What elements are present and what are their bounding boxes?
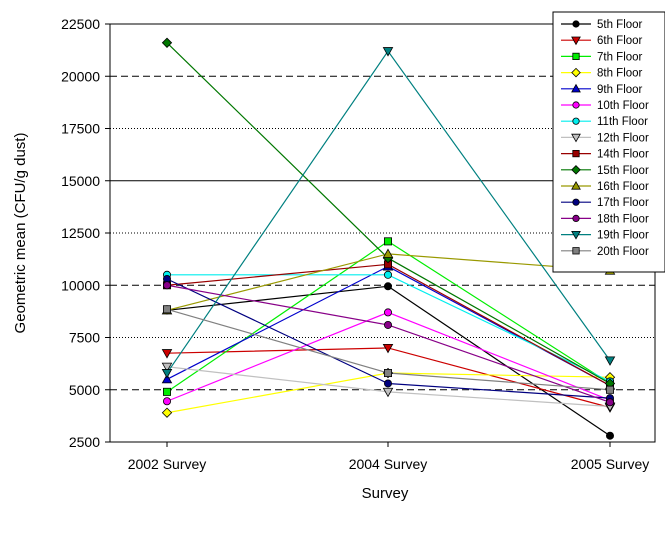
- y-tick-label: 10000: [61, 277, 100, 293]
- legend-label: 16th Floor: [597, 181, 649, 193]
- legend-label: 11th Floor: [597, 116, 648, 128]
- data-point: [383, 282, 392, 291]
- series-line: [166, 42, 611, 385]
- data-point: [383, 270, 392, 279]
- data-point: [383, 379, 392, 388]
- x-tick-label: 2005 Survey: [571, 456, 650, 472]
- legend-marker: [571, 36, 581, 46]
- legend-marker: [572, 247, 580, 255]
- y-tick-label: 17500: [61, 121, 100, 137]
- legend-label: 15th Floor: [597, 165, 649, 177]
- y-tick-label: 2500: [69, 434, 100, 450]
- data-point: [383, 308, 392, 317]
- legend-marker: [571, 165, 581, 175]
- data-point: [162, 397, 171, 406]
- y-tick-label: 7500: [69, 330, 100, 346]
- data-point: [162, 281, 171, 290]
- data-point: [382, 387, 394, 398]
- legend: 5th Floor 6th Floor 7th Floor 8th Floor 9th …: [552, 11, 665, 273]
- legend-marker: [572, 52, 580, 61]
- data-point: [606, 385, 615, 394]
- legend-marker: [571, 133, 581, 143]
- y-tick-label: 12500: [61, 225, 100, 241]
- x-tick-label: 2004 Survey: [349, 456, 428, 472]
- data-point: [161, 369, 173, 379]
- legend-marker: [572, 214, 580, 222]
- x-tick-label: 2002 Survey: [128, 456, 207, 472]
- legend-marker: [572, 117, 580, 125]
- data-point: [382, 248, 394, 258]
- data-point: [604, 356, 616, 366]
- series-markers: [161, 37, 616, 440]
- data-point: [162, 387, 171, 396]
- y-axis-title: Geometric mean (CFU/g dust): [12, 133, 29, 334]
- legend-marker: [571, 83, 581, 93]
- legend-label: 10th Floor: [597, 100, 649, 112]
- data-point: [383, 237, 392, 246]
- legend-label: 9th Floor: [597, 84, 643, 96]
- legend-label: 12th Floor: [597, 132, 649, 144]
- x-axis-title: Survey: [362, 485, 409, 502]
- data-point: [161, 362, 173, 373]
- legend-label: 19th Floor: [597, 230, 649, 242]
- data-point: [161, 407, 173, 418]
- data-point: [161, 37, 173, 48]
- legend-marker: [571, 230, 581, 240]
- y-axis: 2500 5000 7500 10000 12500 15000 17500 20000 225…: [61, 16, 110, 450]
- legend-marker: [572, 20, 580, 28]
- data-point: [383, 320, 392, 329]
- legend-label: 18th Floor: [597, 213, 649, 225]
- legend-label: 8th Floor: [597, 68, 643, 80]
- y-tick-label: 22500: [61, 16, 100, 32]
- y-tick-label: 20000: [61, 68, 100, 84]
- legend-marker: [572, 101, 580, 109]
- legend-label: 5th Floor: [597, 19, 643, 31]
- y-tick-label: 15000: [61, 173, 100, 189]
- legend-marker: [571, 180, 581, 190]
- legend-label: 17th Floor: [597, 197, 649, 209]
- data-point: [382, 343, 394, 354]
- legend-box: [552, 11, 665, 273]
- legend-label: 7th Floor: [597, 51, 643, 63]
- data-point: [161, 373, 173, 384]
- series-line: [166, 347, 611, 409]
- data-point: [382, 47, 394, 57]
- legend-label: 20th Floor: [597, 246, 649, 258]
- legend-marker: [572, 198, 580, 206]
- y-tick-label: 5000: [69, 382, 100, 398]
- legend-marker: [571, 67, 581, 78]
- legend-label: 6th Floor: [597, 35, 643, 47]
- data-point: [606, 431, 615, 440]
- data-point: [161, 349, 173, 359]
- legend-label: 14th Floor: [597, 149, 649, 161]
- x-axis: 2002 Survey 2004 Survey 2005 Survey: [128, 442, 650, 472]
- data-point: [383, 369, 392, 378]
- legend-marker: [572, 149, 580, 158]
- data-point: [162, 305, 171, 314]
- data-point: [606, 398, 615, 407]
